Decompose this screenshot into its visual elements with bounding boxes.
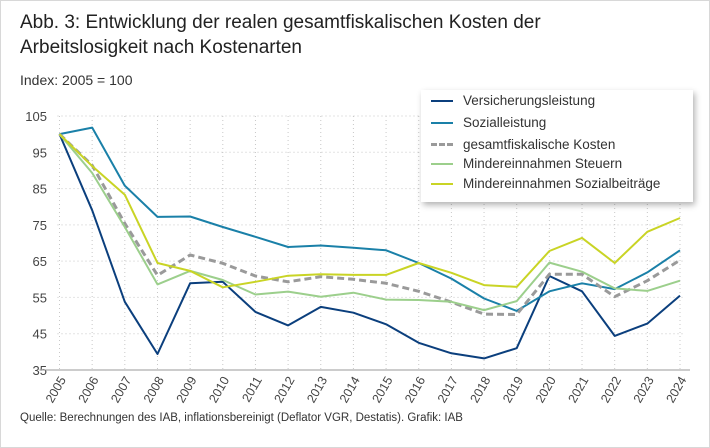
x-tick-label: 2023 [631,374,657,405]
x-tick-label: 2010 [206,374,232,405]
legend-swatch [431,162,453,165]
legend-item: Versicherungsleistung [431,93,595,108]
chart-title: Abb. 3: Entwicklung der realen gesamtfis… [20,12,541,58]
x-tick-label: 2009 [174,374,200,405]
y-tick-label: 75 [33,218,47,233]
x-tick-label: 2005 [43,374,69,405]
y-tick-label: 55 [33,290,47,305]
legend-swatch [431,182,453,185]
legend-item: Sozialleistung [431,115,546,130]
y-tick-label: 65 [33,254,47,269]
legend-label: gesamtfiskalische Kosten [463,137,616,152]
y-tick-label: 85 [33,182,47,197]
legend-item: Mindereinnahmen Steuern [431,156,622,171]
series-line-1 [59,126,681,312]
source-note: Quelle: Berechnungen des IAB, inflations… [20,412,463,424]
y-tick-label: 105 [25,109,47,124]
x-tick-label: 2011 [239,374,265,404]
legend-swatch [431,121,453,124]
legend-label: Mindereinnahmen Steuern [463,156,623,171]
x-tick-label: 2008 [141,374,167,405]
series-line-3 [58,133,681,312]
x-tick-label: 2017 [435,374,461,405]
legend-label: Mindereinnahmen Sozialbeiträge [463,176,661,191]
x-tick-label: 2007 [108,374,134,405]
legend-label: Versicherungsleistung [463,93,596,108]
x-tick-label: 2022 [598,374,624,405]
x-tick-label: 2016 [402,374,428,405]
legend-swatch [431,99,453,102]
x-tick-label: 2012 [272,374,298,405]
x-tick-label: 2024 [663,374,689,405]
chart-subtitle: Index: 2005 = 100 [20,72,133,88]
legend: Versicherungsleistung Sozialleistung gesam… [421,90,693,202]
legend-item: Mindereinnahmen Sozialbeiträge [431,176,660,191]
x-tick-label: 2018 [467,374,493,405]
x-tick-label: 2015 [370,374,396,405]
x-tick-label: 2020 [533,374,559,405]
series-line-0 [58,133,681,360]
x-tick-label: 2014 [337,374,363,405]
y-tick-label: 95 [33,145,47,160]
y-tick-label: 45 [33,327,47,342]
x-tick-label: 2019 [500,374,526,405]
series-line-4 [58,133,681,289]
x-tick-label: 2006 [76,374,102,405]
x-tick-label: 2013 [304,374,330,405]
legend-swatch [431,143,453,146]
legend-item: gesamtfiskalische Kosten [431,137,615,152]
legend-label: Sozialleistung [463,115,547,130]
x-tick-label: 2021 [565,374,591,405]
series-line-2 [58,133,681,316]
